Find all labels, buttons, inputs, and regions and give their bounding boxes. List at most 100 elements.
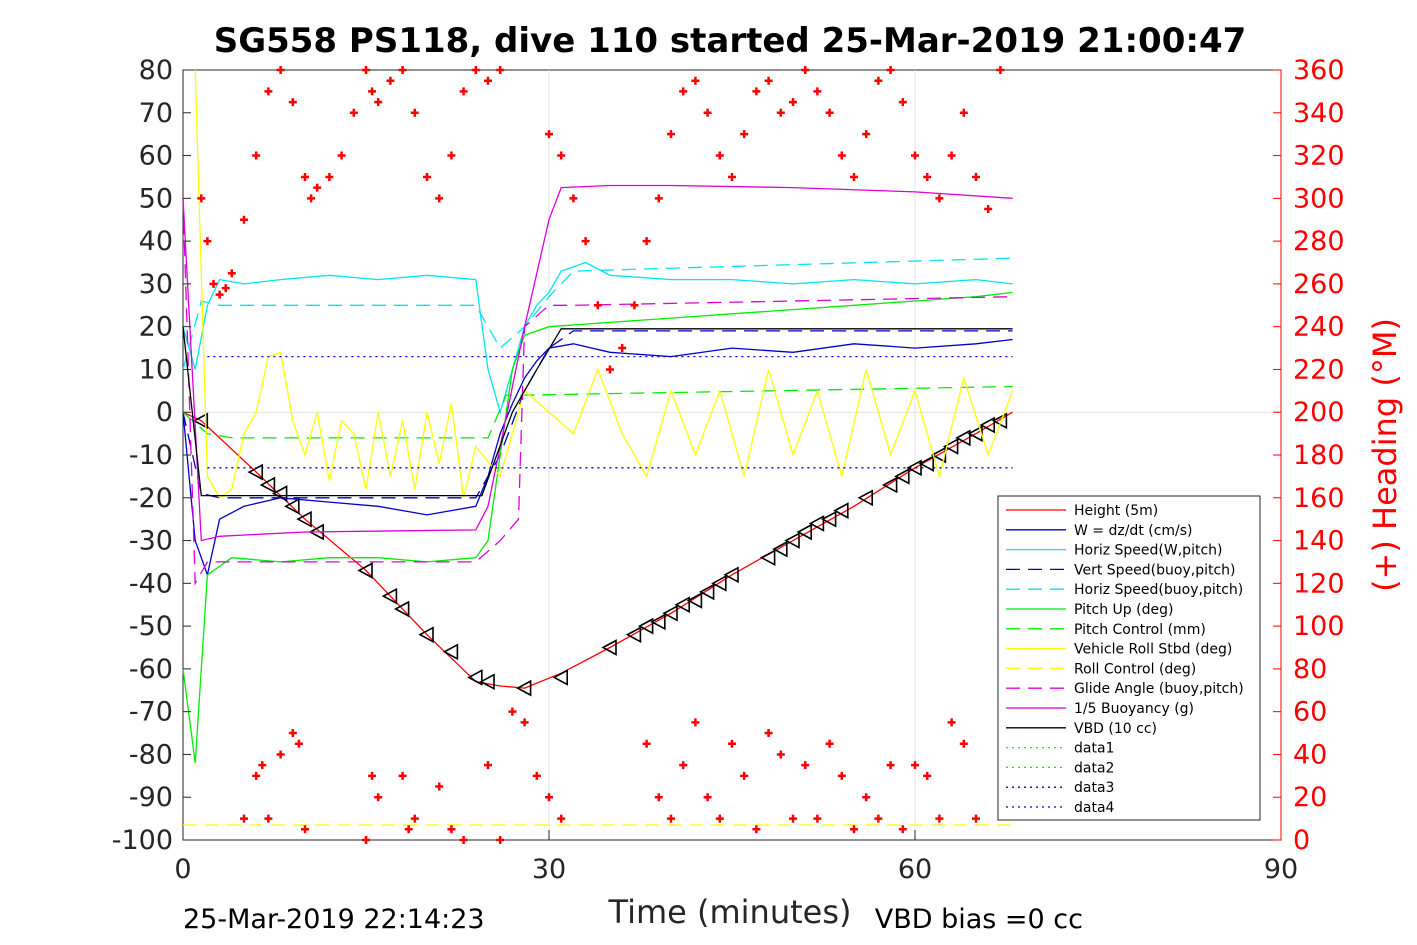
heading-point (691, 76, 700, 85)
heading-point (654, 793, 663, 802)
heading-point (569, 194, 578, 203)
heading-point (349, 108, 358, 117)
y-right-tick-label: 300 (1293, 183, 1345, 214)
y-right-tick-label: 260 (1293, 269, 1345, 300)
height-marker (833, 502, 849, 519)
heading-point (972, 814, 980, 823)
heading-point (313, 183, 322, 192)
y-tick-label: -60 (129, 654, 173, 685)
heading-point (728, 172, 736, 181)
heading-point (850, 172, 858, 181)
y-right-tick-label: 220 (1293, 354, 1345, 385)
height-marker (259, 476, 276, 494)
heading-point (898, 98, 907, 107)
heading-point (935, 814, 944, 823)
series-line-11 (182, 326, 1013, 497)
height-marker (759, 549, 776, 567)
heading-point (404, 825, 413, 834)
heading-point (886, 66, 895, 74)
heading-point (752, 87, 761, 96)
series-line-6 (182, 291, 1013, 764)
heading-markers (197, 66, 1005, 374)
height-marker (479, 673, 495, 691)
heading-point (740, 130, 749, 139)
heading-point (447, 825, 456, 834)
heading-point (227, 269, 236, 278)
heading-point (301, 825, 309, 834)
heading-point (703, 793, 712, 802)
heading-point (740, 771, 749, 780)
heading-point (947, 718, 956, 727)
series-layer (182, 66, 1014, 844)
legend-entry: Pitch Up (deg) (1074, 602, 1173, 618)
heading-point (703, 108, 712, 117)
heading-point (410, 814, 419, 823)
heading-point (789, 98, 797, 107)
heading-point (288, 98, 297, 107)
heading-point (972, 172, 980, 181)
heading-point (911, 151, 919, 160)
height-marker (796, 523, 812, 541)
y-tick-label: 20 (139, 312, 173, 343)
height-marker (662, 604, 678, 622)
height-marker (930, 446, 947, 464)
heading-point (484, 76, 492, 85)
height-marker (650, 613, 666, 631)
heading-point (959, 108, 968, 117)
y-right-tick-label: 240 (1293, 312, 1345, 343)
heading-point (996, 66, 1005, 74)
series-line-5 (182, 257, 1013, 370)
heading-point (898, 825, 907, 834)
heading-point (862, 130, 871, 139)
heading-point (459, 87, 468, 96)
legend-entry: W = dz/dt (cm/s) (1074, 523, 1193, 539)
y-tick-label: 30 (139, 269, 173, 300)
y-tick-label: -90 (129, 782, 173, 813)
y-right-tick-label: 0 (1293, 825, 1310, 856)
heading-point (557, 151, 566, 160)
heading-point (862, 793, 871, 802)
heading-point (423, 172, 431, 181)
heading-point (947, 151, 956, 160)
legend-entry: Horiz Speed(buoy,pitch) (1074, 582, 1243, 598)
y-right-tick-label: 120 (1293, 568, 1345, 599)
y-tick-label: 60 (139, 141, 173, 172)
heading-point (508, 707, 517, 716)
heading-point (764, 76, 773, 85)
right-axis-label: (+) Heading (°M) (1366, 318, 1404, 592)
y-right-tick-label: 200 (1293, 397, 1345, 428)
y-right-tick-label: 160 (1293, 483, 1345, 514)
y-tick-label: 70 (139, 98, 173, 129)
legend-entry: Vert Speed(buoy,pitch) (1074, 562, 1236, 578)
grid (183, 70, 1281, 840)
height-marker (552, 669, 568, 686)
heading-point (197, 194, 206, 203)
y-right-tick-label: 20 (1293, 782, 1327, 813)
series-line-3 (182, 261, 1013, 415)
heading-point (301, 172, 309, 181)
heading-point (294, 739, 303, 748)
y-tick-label: -30 (129, 526, 173, 557)
heading-point (532, 771, 541, 780)
y-tick-label: -50 (129, 611, 173, 642)
chart-title: SG558 PS118, dive 110 started 25-Mar-201… (214, 21, 1247, 61)
heading-point (337, 151, 346, 160)
height-marker (772, 540, 788, 558)
heading-point (801, 761, 810, 770)
heading-point (911, 761, 919, 770)
heading-point (776, 750, 785, 759)
height-marker (686, 592, 703, 609)
heading-point (825, 108, 834, 117)
heading-point (935, 194, 944, 203)
heading-point (630, 301, 639, 310)
legend-entry: Glide Angle (buoy,pitch) (1074, 681, 1244, 697)
heading-point (923, 771, 932, 780)
heading-point (874, 814, 883, 823)
height-markers (192, 412, 1008, 697)
y-right-tick-label: 140 (1293, 526, 1345, 557)
heading-point (520, 718, 529, 727)
height-marker (625, 626, 642, 644)
legend-entry: 1/5 Buoyancy (g) (1074, 701, 1194, 717)
y-right-tick-label: 100 (1293, 611, 1345, 642)
y-tick-label: 80 (139, 55, 173, 86)
